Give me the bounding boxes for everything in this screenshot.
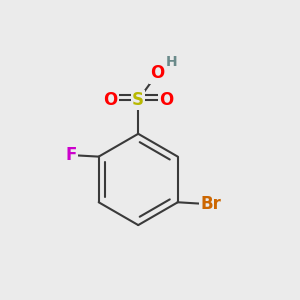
Text: O: O [159, 91, 173, 109]
Text: H: H [166, 55, 177, 69]
Text: S: S [132, 91, 144, 109]
Text: O: O [150, 64, 164, 82]
Text: O: O [103, 91, 117, 109]
Text: Br: Br [200, 195, 221, 213]
Text: F: F [65, 146, 76, 164]
